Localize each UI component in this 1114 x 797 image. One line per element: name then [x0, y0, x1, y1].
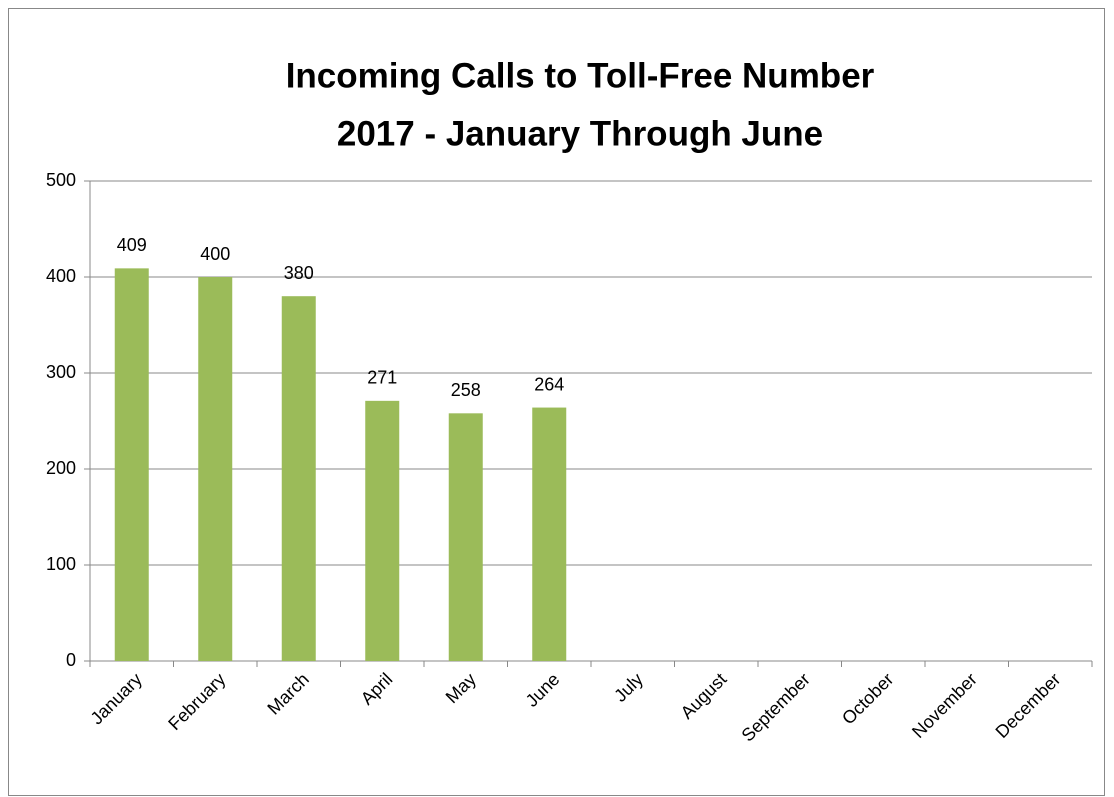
bar: [365, 400, 400, 661]
data-label: 264: [534, 374, 564, 394]
chart-title: Incoming Calls to Toll-Free Number: [286, 56, 875, 95]
bar: [448, 413, 483, 661]
bar: [281, 296, 316, 661]
chart-border: [8, 8, 1105, 796]
data-label: 258: [451, 380, 481, 400]
y-tick-label: 400: [46, 266, 76, 286]
y-tick-label: 0: [66, 650, 76, 670]
y-tick-label: 100: [46, 554, 76, 574]
data-label: 409: [117, 235, 147, 255]
bar: [532, 407, 567, 661]
bar: [114, 268, 149, 661]
data-label: 380: [284, 263, 314, 283]
data-label: 400: [200, 244, 230, 264]
data-label: 271: [367, 368, 397, 388]
y-tick-label: 200: [46, 458, 76, 478]
y-tick-label: 300: [46, 362, 76, 382]
chart-subtitle: 2017 - January Through June: [337, 114, 823, 153]
y-tick-label: 500: [46, 170, 76, 190]
bar: [198, 277, 233, 661]
